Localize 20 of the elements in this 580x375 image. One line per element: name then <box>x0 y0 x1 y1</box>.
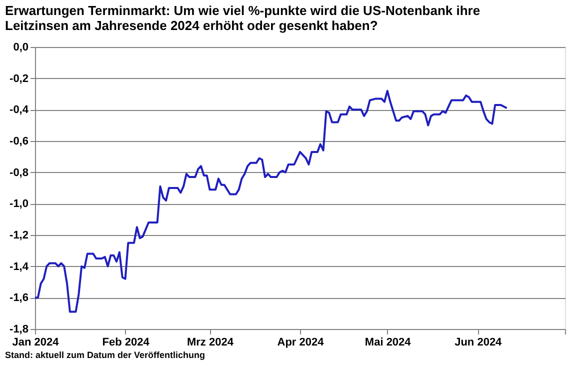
x-tick-label: Apr 2024 <box>277 336 325 348</box>
y-tick-label: -1,8 <box>10 324 28 336</box>
text: Leitzinsen am Jahresende 2024 erhöht oder gesenkt haben? <box>5 18 378 33</box>
y-tick-label: -0,2 <box>10 72 28 85</box>
y-tick-label: -1,2 <box>10 230 28 242</box>
x-tick-label: Mai 2024 <box>364 336 412 348</box>
y-tick-label: -0,8 <box>10 166 28 179</box>
x-tick-label: Jan 2024 <box>12 336 60 348</box>
text: Erwartungen Terminmarkt: Um wie viel %-punkte wird die US-Notenbank ihre <box>5 3 480 18</box>
x-tick-label: Feb 2024 <box>102 336 150 348</box>
y-tick-label: -0,4 <box>10 104 30 116</box>
y-tick-label: -1,6 <box>10 292 28 304</box>
text: Stand: aktuell zum Datum der Veröffentlichung <box>5 350 206 360</box>
y-tick-label: -0,6 <box>10 136 28 148</box>
line-series <box>34 90 508 313</box>
x-tick-label: Mrz 2024 <box>186 336 234 348</box>
x-tick-label: Jun 2024 <box>454 336 503 348</box>
y-tick-label: -1,4 <box>10 260 30 273</box>
y-tick-label: 0,0 <box>13 42 28 54</box>
y-tick-label: -1,0 <box>10 198 28 210</box>
